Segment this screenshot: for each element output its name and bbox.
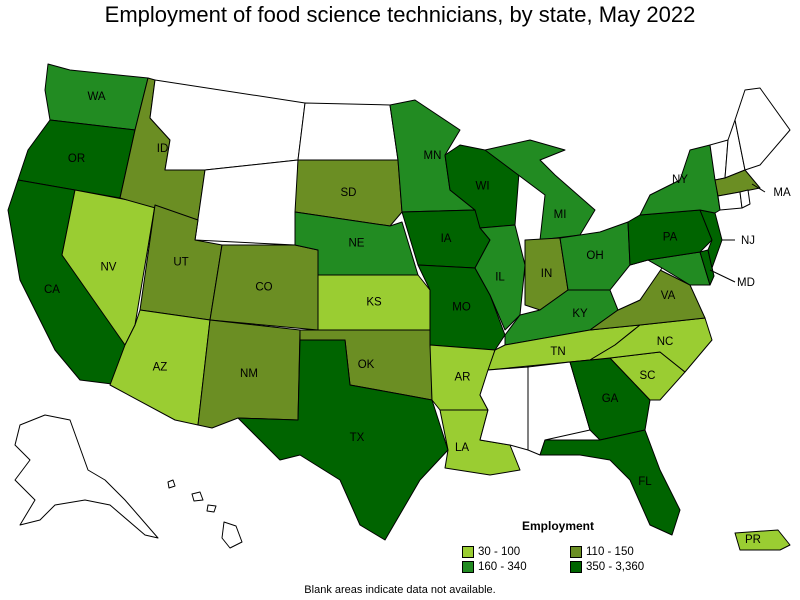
state-label-ca: CA (44, 284, 60, 296)
state-label-la: LA (455, 442, 469, 454)
state-label-va: VA (661, 290, 676, 302)
state-mi[interactable] (484, 139, 596, 241)
state-ri[interactable] (739, 189, 751, 209)
legend-swatch-icon (462, 546, 474, 558)
state-label-tx: TX (350, 432, 365, 444)
state-label-pr: PR (745, 534, 761, 546)
state-label-ar: AR (455, 372, 471, 384)
state-ms[interactable] (479, 366, 529, 451)
state-nd[interactable] (297, 102, 399, 161)
state-label-mo: MO (452, 302, 471, 314)
state-label-nm: NM (240, 368, 258, 380)
legend-swatch-icon (462, 561, 474, 573)
legend-label: 160 - 340 (478, 561, 527, 573)
state-label-oh: OH (586, 250, 603, 262)
state-label-az: AZ (153, 362, 168, 374)
state-il[interactable] (474, 224, 526, 331)
state-label-il: IL (495, 272, 505, 284)
state-label-tn: TN (550, 346, 565, 358)
legend-label: 30 - 100 (478, 546, 521, 558)
state-label-or: OR (68, 153, 85, 165)
legend-item-30-100: 30 - 100 (462, 546, 520, 558)
state-tx[interactable] (237, 339, 449, 541)
state-label-ga: GA (602, 393, 619, 405)
state-label-nc: NC (657, 336, 674, 348)
legend-item-160-340: 160 - 340 (462, 561, 527, 573)
state-label-ok: OK (358, 359, 375, 371)
state-ak[interactable] (14, 414, 159, 539)
state-label-nv: NV (101, 262, 117, 274)
legend-swatch-icon (570, 546, 582, 558)
state-me[interactable] (734, 87, 791, 171)
legend-label: 110 - 150 (586, 546, 634, 558)
state-label-id: ID (157, 143, 169, 155)
state-label-ne: NE (349, 238, 365, 250)
state-sd[interactable] (294, 159, 403, 227)
map-title: Employment of food science technicians, … (104, 2, 696, 27)
state-label-mn: MN (424, 150, 442, 162)
state-nc[interactable] (589, 317, 713, 373)
state-mt[interactable] (149, 79, 306, 171)
state-label-wa: WA (87, 91, 105, 103)
legend-label: 350 - 3,360 (586, 561, 645, 573)
state-label-pa: PA (663, 232, 678, 244)
state-label-in: IN (541, 268, 553, 280)
state-label-fl: FL (638, 476, 652, 488)
footnote: Blank areas indicate data not available. (304, 584, 496, 596)
state-label-mi: MI (554, 209, 567, 221)
state-label-ut: UT (173, 257, 188, 269)
legend-item-350-3360: 350 - 3,360 (570, 561, 644, 573)
state-callouts (709, 183, 766, 283)
state-label-md: MD (737, 277, 755, 289)
state-label-ny: NY (672, 174, 688, 186)
state-fl[interactable] (539, 429, 681, 536)
state-de[interactable] (699, 249, 715, 286)
state-wy[interactable] (194, 159, 299, 246)
state-hi[interactable] (167, 479, 243, 549)
state-label-ia: IA (441, 233, 452, 245)
legend-item-110-150: 110 - 150 (570, 546, 634, 558)
legend-title: Employment (522, 519, 595, 533)
state-label-ks: KS (366, 297, 382, 309)
state-labels: WA OR CA NV ID UT AZ CO NM SD NE KS OK TX MN IA MO AR LA WI… (44, 91, 791, 546)
state-pr[interactable] (734, 529, 791, 551)
legend-swatch-icon (570, 561, 582, 573)
state-label-ma: MA (773, 187, 791, 199)
state-label-nj: NJ (741, 235, 755, 247)
state-label-wi: WI (475, 181, 489, 193)
state-label-co: CO (255, 282, 272, 294)
state-label-ky: KY (572, 308, 588, 320)
state-label-sc: SC (640, 370, 656, 382)
state-label-sd: SD (341, 187, 357, 199)
